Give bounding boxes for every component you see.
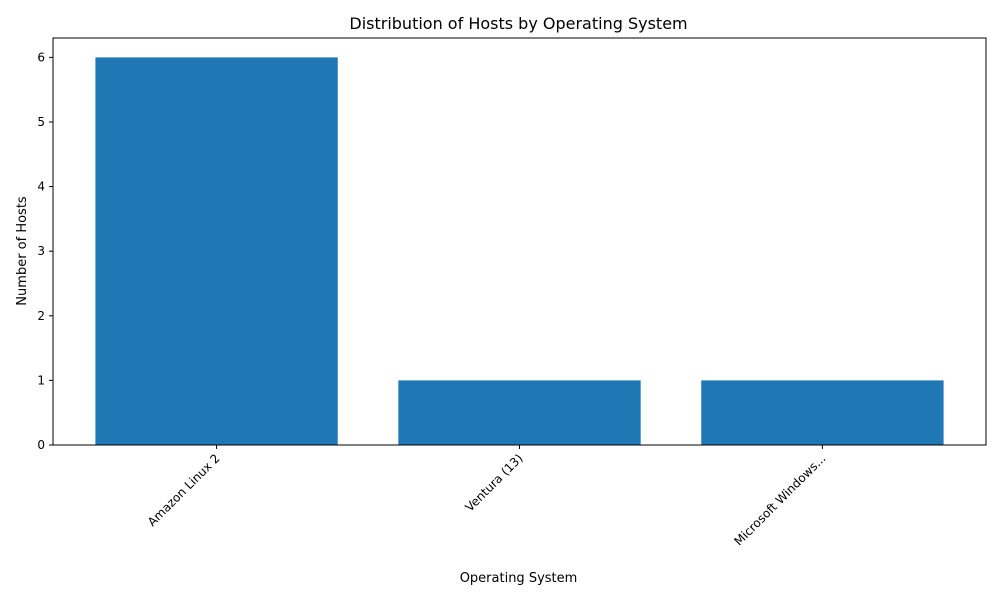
chart-title: Distribution of Hosts by Operating Syste… bbox=[349, 14, 687, 33]
bar-1 bbox=[398, 380, 641, 445]
y-tick-label: 4 bbox=[37, 180, 45, 194]
y-tick-label: 2 bbox=[37, 309, 45, 323]
y-tick-label: 5 bbox=[37, 115, 45, 129]
y-axis-label: Number of Hosts bbox=[15, 196, 30, 306]
y-axis-ticks: 0 1 2 3 4 5 6 bbox=[37, 50, 53, 452]
bar-0 bbox=[95, 57, 338, 445]
y-tick-label: 1 bbox=[37, 373, 45, 387]
bar-2 bbox=[701, 380, 944, 445]
x-axis-ticks: Amazon Linux 2 Ventura (13) Microsoft Wind… bbox=[145, 445, 829, 548]
plot-area-frame bbox=[52, 37, 987, 446]
x-tick-label: Amazon Linux 2 bbox=[145, 451, 223, 529]
x-axis-label: Operating System bbox=[460, 571, 578, 586]
x-tick-label: Microsoft Windows... bbox=[731, 451, 828, 548]
y-tick-label: 3 bbox=[37, 244, 45, 258]
y-tick-label: 6 bbox=[37, 50, 45, 64]
bars-layer bbox=[95, 57, 944, 445]
y-tick-label: 0 bbox=[37, 438, 45, 452]
x-tick-label: Ventura (13) bbox=[462, 451, 525, 514]
